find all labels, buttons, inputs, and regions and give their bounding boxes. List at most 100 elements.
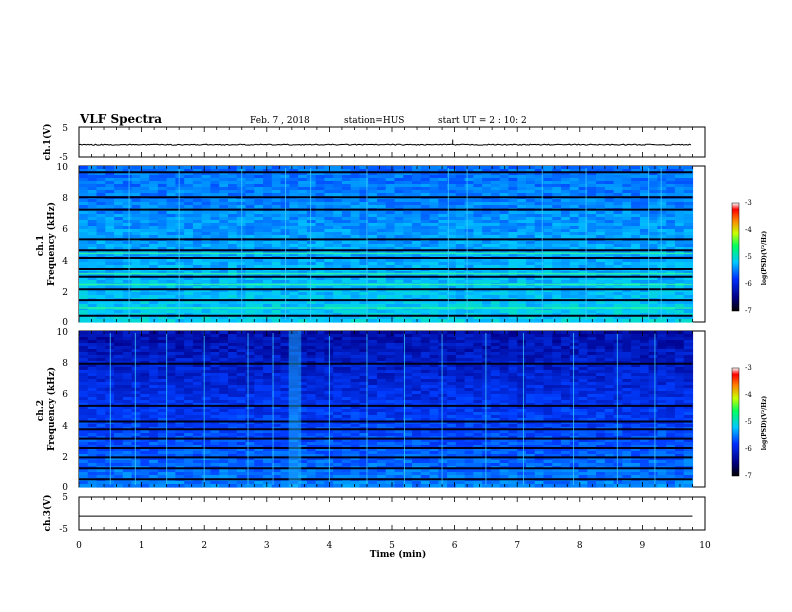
spectrogram-cell <box>263 235 273 239</box>
spectrogram-cell <box>473 292 483 296</box>
spectrogram-cell <box>674 193 685 197</box>
spectrogram-cell <box>87 316 98 320</box>
spectrogram-cell <box>219 205 229 209</box>
spectrogram-cell <box>263 223 273 227</box>
spectrogram-cell <box>140 193 150 197</box>
spectrogram-cell <box>622 184 632 188</box>
spectrogram-cell <box>578 169 588 173</box>
spectrogram-cell <box>184 340 194 344</box>
spectrogram-cell <box>561 346 571 350</box>
spectrogram-cell <box>96 331 106 335</box>
spectrogram-cell <box>184 202 194 206</box>
spectrogram-cell <box>674 286 685 290</box>
spectrogram-cell <box>403 376 413 380</box>
spectrogram-cell <box>280 334 290 338</box>
spectrogram-cell <box>447 214 457 218</box>
spectrogram-cell <box>683 187 694 191</box>
spectrogram-cell <box>499 265 510 269</box>
spectrogram-cell <box>534 211 545 215</box>
spectrogram-cell <box>543 220 553 224</box>
spectrogram-cell <box>604 310 615 314</box>
spectrogram-cell <box>201 244 212 248</box>
spectrogram-cell <box>263 226 273 230</box>
spectrogram-cell <box>604 316 615 320</box>
spectrogram-cell <box>552 241 562 245</box>
spectrogram-cell <box>201 217 212 221</box>
spectrogram-cell <box>298 178 308 182</box>
spectrogram-cell <box>604 370 615 374</box>
spectrogram-cell <box>639 211 650 215</box>
spectrogram-cell <box>420 385 431 389</box>
spectrogram-cell <box>368 229 378 233</box>
spectrogram-cell <box>561 373 571 377</box>
spectrogram-cell <box>122 355 133 359</box>
spectrogram-cell <box>420 211 431 215</box>
spectrogram-cell <box>464 181 474 185</box>
spectrogram-cell <box>149 367 159 371</box>
spectrogram-cell <box>219 301 229 305</box>
spectrogram-cell <box>639 334 650 338</box>
spectrogram-cell <box>447 199 457 203</box>
spectrogram-cell <box>280 343 290 347</box>
spectrogram-cell <box>596 244 606 248</box>
spectrogram-cell <box>499 340 510 344</box>
spectrogram-cell <box>122 349 133 353</box>
spectrogram-cell <box>350 244 361 248</box>
spectrogram-cell <box>219 265 229 269</box>
spectrogram-cell <box>79 229 89 233</box>
spectrogram-cell <box>184 220 194 224</box>
spectrogram-cell <box>192 316 203 320</box>
spectrogram-cell <box>105 172 115 176</box>
spectrogram-cell <box>131 373 141 377</box>
spectrogram-cell <box>192 358 203 362</box>
spectrogram-cell <box>482 253 492 257</box>
spectrogram-cell <box>639 349 650 353</box>
spectrogram-cell <box>403 292 413 296</box>
spectrogram-cell <box>289 337 299 341</box>
spectrogram-cell <box>350 352 361 356</box>
spectrogram-cell <box>149 286 159 290</box>
spectrogram-cell <box>149 199 159 203</box>
spectrogram-cell <box>561 379 571 383</box>
spectrogram-cell <box>464 355 474 359</box>
spectrogram-cell <box>403 193 413 197</box>
spectrogram-cell <box>96 250 106 254</box>
spectrogram-cell <box>631 265 641 269</box>
spectrogram-cell <box>517 253 527 257</box>
spectrogram-cell <box>683 262 694 266</box>
spectrogram-cell <box>631 358 641 362</box>
spectrogram-cell <box>613 250 623 254</box>
spectrogram-cell <box>438 190 448 194</box>
spectrogram-cell <box>657 265 667 269</box>
spectrogram-cell <box>306 286 317 290</box>
spectrogram-cell <box>306 247 317 251</box>
spectrogram-cell <box>534 355 545 359</box>
spectrogram-cell <box>114 295 124 299</box>
spectrogram-cell <box>482 190 492 194</box>
spectrogram-cell <box>271 352 282 356</box>
ch2-spectrogram-image <box>79 331 694 488</box>
spectrogram-cell <box>87 301 98 305</box>
spectrogram-cell <box>604 307 615 311</box>
spectrogram-cell <box>210 367 220 371</box>
spectrogram-cell <box>455 310 466 314</box>
spectrogram-cell <box>184 235 194 239</box>
spectrogram-cell <box>245 385 255 389</box>
spectrogram-cell <box>131 379 141 383</box>
spectrogram-cell <box>175 277 185 281</box>
ch1-ytick-0: 0 <box>62 318 68 328</box>
spectrogram-cell <box>525 286 536 290</box>
spectrogram-cell <box>341 280 352 284</box>
spectrogram-cell <box>306 370 317 374</box>
spectrogram-cell <box>639 193 650 197</box>
spectrogram-cell <box>438 304 448 308</box>
spectrogram-cell <box>543 382 553 386</box>
spectrogram-cell <box>201 193 212 197</box>
spectrogram-cell <box>184 178 194 182</box>
spectrogram-cell <box>543 181 553 185</box>
spectrogram-cell <box>596 382 606 386</box>
spectrogram-cell <box>315 382 325 386</box>
spectrogram-cell <box>499 343 510 347</box>
spectrogram-cell <box>341 190 352 194</box>
spectrogram-cell <box>429 295 439 299</box>
